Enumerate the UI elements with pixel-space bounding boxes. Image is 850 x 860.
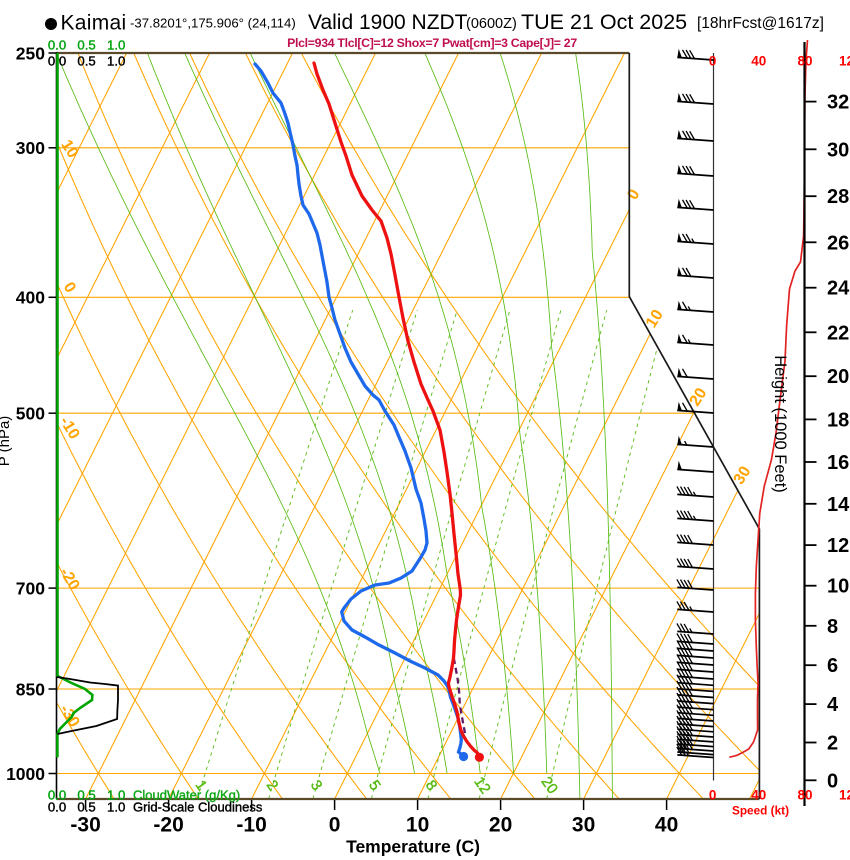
svg-text:P (hPa): P (hPa): [0, 416, 13, 467]
svg-text:0.5: 0.5: [77, 788, 95, 803]
svg-text:12: 12: [839, 54, 850, 69]
svg-text:1.0: 1.0: [107, 788, 125, 803]
svg-text:30: 30: [572, 814, 595, 837]
svg-text:28: 28: [827, 186, 849, 208]
svg-text:-20: -20: [153, 814, 183, 837]
svg-text:2: 2: [827, 733, 838, 755]
svg-text:Grid-Scale Cloudiness: Grid-Scale Cloudiness: [133, 800, 263, 815]
svg-text:10: 10: [643, 307, 667, 331]
svg-text:12: 12: [827, 535, 849, 557]
svg-text:40: 40: [655, 814, 678, 837]
svg-text:1.0: 1.0: [107, 800, 125, 815]
svg-text:Valid 1900 NZDT: Valid 1900 NZDT: [308, 11, 468, 34]
svg-text:Kaimai: Kaimai: [61, 12, 127, 35]
svg-text:10: 10: [406, 814, 429, 837]
svg-text:-37.8201°,175.906° (24,114): -37.8201°,175.906° (24,114): [130, 16, 296, 31]
svg-text:0: 0: [709, 54, 717, 69]
svg-text:32: 32: [827, 92, 849, 114]
svg-text:80: 80: [797, 787, 812, 802]
svg-text:1000: 1000: [6, 764, 45, 784]
svg-text:30: 30: [731, 463, 755, 487]
svg-text:30: 30: [827, 139, 849, 161]
svg-text:22: 22: [827, 322, 849, 344]
svg-text:20: 20: [489, 814, 512, 837]
svg-text:14: 14: [827, 494, 850, 516]
svg-text:10: 10: [827, 576, 849, 598]
svg-text:4: 4: [827, 694, 839, 716]
svg-text:0: 0: [827, 770, 838, 792]
svg-text:(0600Z): (0600Z): [466, 16, 517, 32]
svg-text:500: 500: [16, 404, 45, 424]
svg-text:26: 26: [827, 232, 849, 254]
svg-text:16: 16: [827, 452, 849, 474]
svg-text:6: 6: [827, 655, 838, 677]
svg-text:Plcl=934 Tlcl[C]=12 Shox=7 Pwa: Plcl=934 Tlcl[C]=12 Shox=7 Pwat[cm]=3 Ca…: [287, 36, 577, 50]
svg-text:700: 700: [16, 578, 45, 598]
svg-text:[18hrFcst@1617z]: [18hrFcst@1617z]: [697, 15, 824, 32]
svg-text:40: 40: [751, 787, 766, 802]
svg-text:Temperature (C): Temperature (C): [346, 837, 480, 857]
svg-text:20: 20: [538, 774, 561, 797]
svg-text:250: 250: [16, 43, 45, 63]
svg-text:TUE 21 Oct 2025: TUE 21 Oct 2025: [521, 10, 687, 34]
svg-text:0.5: 0.5: [77, 54, 95, 69]
svg-text:40: 40: [751, 54, 766, 69]
svg-text:12: 12: [470, 774, 493, 797]
svg-text:0: 0: [329, 814, 341, 837]
svg-text:20: 20: [827, 366, 849, 388]
svg-text:10: 10: [57, 137, 81, 161]
svg-text:Height (1000 Feet): Height (1000 Feet): [771, 355, 789, 493]
svg-text:0.5: 0.5: [77, 38, 95, 53]
svg-text:0.0: 0.0: [48, 800, 66, 815]
svg-text:850: 850: [16, 679, 45, 699]
svg-text:300: 300: [16, 138, 45, 158]
svg-text:0.0: 0.0: [48, 788, 66, 803]
svg-text:400: 400: [16, 288, 45, 308]
svg-text:0.0: 0.0: [48, 38, 66, 53]
svg-text:-10: -10: [236, 814, 266, 837]
svg-text:8: 8: [827, 616, 838, 638]
svg-text:0: 0: [709, 787, 717, 802]
svg-text:1.0: 1.0: [107, 54, 125, 69]
svg-text:CloudWater (g/Kg): CloudWater (g/Kg): [133, 788, 240, 803]
svg-text:18: 18: [827, 409, 849, 431]
svg-text:1.0: 1.0: [107, 38, 125, 53]
svg-text:12: 12: [839, 787, 850, 802]
svg-text:Speed (kt): Speed (kt): [732, 804, 789, 818]
svg-text:20: 20: [687, 385, 711, 409]
svg-text:-30: -30: [70, 814, 100, 837]
svg-text:24: 24: [827, 278, 850, 300]
svg-text:0.5: 0.5: [77, 800, 95, 815]
svg-text:80: 80: [797, 54, 812, 69]
